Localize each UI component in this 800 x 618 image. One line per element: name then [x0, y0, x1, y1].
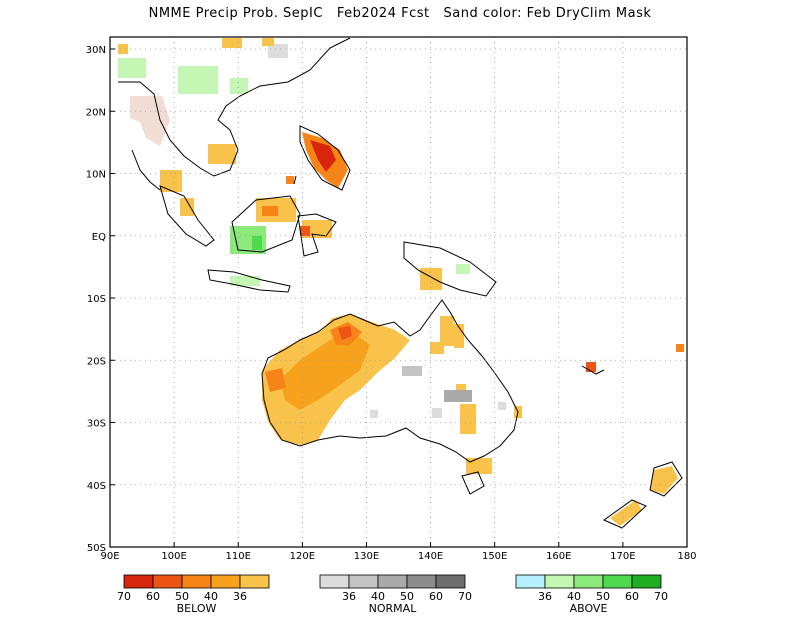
y-tick-label: 20N [86, 107, 106, 118]
y-tick-label: 20S [87, 356, 106, 367]
normal-legend-value: 50 [400, 590, 414, 603]
normal-legend-value: 70 [458, 590, 472, 603]
asia-above-patches [118, 38, 288, 94]
y-tick-label: 10N [86, 170, 106, 181]
map-content [118, 37, 684, 529]
below-legend-value: 50 [175, 590, 189, 603]
normal-legend-swatch [406, 574, 437, 589]
map-frame [109, 36, 688, 548]
above-legend-value: 70 [654, 590, 668, 603]
above-legend-value: 36 [538, 590, 552, 603]
below-legend-value: 60 [146, 590, 160, 603]
x-tick-label: 90E [100, 551, 119, 562]
above-legend-value: 60 [625, 590, 639, 603]
x-tick-label: 160E [546, 551, 571, 562]
above-legend-swatch [602, 574, 633, 589]
normal-legend-swatch [435, 574, 466, 589]
x-tick-label: 130E [354, 551, 379, 562]
normal-legend-swatch [348, 574, 379, 589]
map-title: NMME Precip Prob. SepIC Feb2024 Fcst San… [148, 6, 652, 21]
above-legend-swatch [573, 574, 604, 589]
x-tick-label: 110E [226, 551, 251, 562]
new-zealand-below [650, 466, 678, 494]
new-zealand-south-below [610, 500, 642, 526]
normal-legend-label: NORMAL [369, 602, 418, 615]
y-axis-ticks: 30N 20N 10N EQ 10S 20S 30S 40S 50S [86, 45, 115, 554]
above-legend-label: ABOVE [570, 602, 608, 615]
above-legend-swatch [631, 574, 662, 589]
below-legend-swatch [239, 574, 270, 589]
x-axis-ticks: 90E 100E 110E 120E 130E 140E 150E 160E 170E 180 [100, 542, 697, 562]
above-legend-swatch [544, 574, 575, 589]
east-australia-patches [370, 316, 522, 474]
below-legend-value: 36 [233, 590, 247, 603]
y-tick-label: 30N [86, 45, 106, 56]
normal-legend-value: 40 [371, 590, 385, 603]
normal-legend-value: 36 [342, 590, 356, 603]
x-tick-label: 180 [677, 551, 696, 562]
australia-below-region [262, 314, 410, 445]
x-tick-label: 170E [610, 551, 635, 562]
normal-legend-value: 60 [429, 590, 443, 603]
x-tick-label: 120E [290, 551, 315, 562]
x-tick-label: 150E [482, 551, 507, 562]
y-tick-label: 10S [87, 294, 106, 305]
normal-legend-swatch [319, 574, 350, 589]
below-legend-value: 40 [204, 590, 218, 603]
below-legend-swatch [152, 574, 183, 589]
below-legend-swatch [210, 574, 241, 589]
probability-legend: 70 60 50 40 36 BELOW 36 40 50 60 70 NORMAL 36 40 50 60 7… [117, 574, 668, 615]
above-legend-swatch [515, 574, 546, 589]
above-legend-value: 40 [567, 590, 581, 603]
coastlines [118, 37, 683, 529]
below-legend-swatch [123, 574, 154, 589]
x-tick-label: 140E [418, 551, 443, 562]
y-tick-label: 30S [87, 419, 106, 430]
above-legend-value: 50 [596, 590, 610, 603]
y-tick-label: EQ [92, 232, 106, 243]
dry-mask-region [130, 96, 170, 146]
maritime-patches [160, 132, 684, 372]
y-tick-label: 50S [87, 543, 106, 554]
below-legend-swatch [181, 574, 212, 589]
y-tick-label: 40S [87, 481, 106, 492]
x-tick-label: 100E [161, 551, 186, 562]
map-grid [110, 37, 687, 547]
normal-legend-swatch [377, 574, 408, 589]
below-legend-label: BELOW [177, 602, 217, 615]
below-legend-value: 70 [117, 590, 131, 603]
